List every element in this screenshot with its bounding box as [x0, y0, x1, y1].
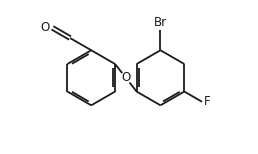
Text: F: F: [204, 95, 210, 108]
Text: Br: Br: [154, 16, 167, 29]
Text: O: O: [121, 71, 131, 84]
Text: O: O: [41, 20, 50, 34]
